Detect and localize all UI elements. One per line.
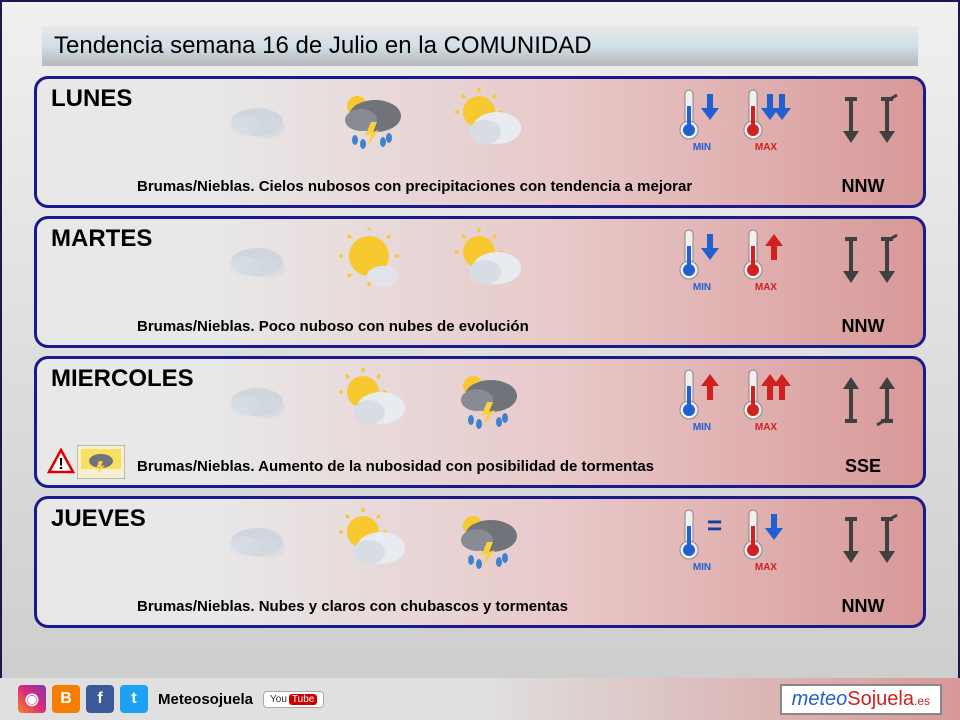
forecast-row-lunes: LUNES MIN MAX [34,76,926,208]
min-temp-icon: MIN [677,88,727,153]
min-label: MIN [693,282,711,293]
svg-text:=: = [707,510,722,540]
fog-icon [217,368,297,432]
description-row: Brumas/Nieblas. Aumento de la nubosidad … [137,456,903,477]
fog-icon [217,88,297,152]
temperature-group: MIN MAX [677,368,791,433]
forecast-description: Brumas/Nieblas. Cielos nubosos con preci… [137,178,692,195]
min-label: MIN [693,422,711,433]
forecast-description: Brumas/Nieblas. Aumento de la nubosidad … [137,458,654,475]
min-temp-icon: MIN [677,368,727,433]
temperature-group: MIN MAX [677,228,791,293]
sun-cloud-icon [333,508,413,572]
icons-row: MIN MAX [217,85,903,155]
min-label: MIN [693,142,711,153]
brand-logo: meteoSojuela.es [780,684,942,715]
youtube-icon[interactable]: YouTube [263,691,324,708]
wind-icon [835,233,903,287]
wind-direction: NNW [823,596,903,617]
footer-bar: ◉Bft Meteosojuela YouTube meteoSojuela.es [0,678,960,720]
description-row: Brumas/Nieblas. Cielos nubosos con preci… [137,176,903,197]
logo-accent: Sojuela [847,688,914,710]
wind-direction: SSE [823,456,903,477]
sun-cloud-icon [449,88,529,152]
forecast-description: Brumas/Nieblas. Nubes y claros con chuba… [137,598,568,615]
logo-main: meteo [792,688,848,710]
page-title: Tendencia semana 16 de Julio en la COMUN… [42,26,918,66]
max-label: MAX [755,422,777,433]
brand-name: Meteosojuela [158,691,253,708]
icons-row: MIN MAX [217,225,903,295]
wind-direction: NNW [823,176,903,197]
social-bar: ◉Bft Meteosojuela YouTube [18,685,324,713]
description-row: Brumas/Nieblas. Nubes y claros con chuba… [137,596,903,617]
max-temp-icon: MAX [741,88,791,153]
warning-map-icon [77,445,125,479]
facebook-icon[interactable]: f [86,685,114,713]
fog-icon [217,508,297,572]
warning-badge: ! [47,445,125,479]
sun-cloud-icon [449,228,529,292]
max-temp-icon: MAX [741,508,791,573]
wind-icon [835,513,903,567]
wind-direction: NNW [823,316,903,337]
max-label: MAX [755,562,777,573]
max-temp-icon: MAX [741,228,791,293]
wind-icon [835,93,903,147]
alert-icon: ! [47,448,75,476]
forecast-row-jueves: JUEVES = MIN MAX [34,496,926,628]
temperature-group: MIN MAX [677,88,791,153]
forecast-row-miercoles: MIERCOLES MIN MAX [34,356,926,488]
icons-row: MIN MAX [217,365,903,435]
svg-text:!: ! [58,456,63,473]
icons-row: = MIN MAX [217,505,903,575]
forecast-row-martes: MARTES MIN MAX [34,216,926,348]
twitter-icon[interactable]: t [120,685,148,713]
max-label: MAX [755,282,777,293]
forecast-table: LUNES MIN MAX [34,76,926,628]
instagram-icon[interactable]: ◉ [18,685,46,713]
temperature-group: = MIN MAX [677,508,791,573]
blogger-icon[interactable]: B [52,685,80,713]
logo-suffix: .es [914,694,930,708]
sun-small-cloud-icon [333,228,413,292]
min-temp-icon: MIN [677,228,727,293]
storm-rain-icon [333,88,413,152]
max-temp-icon: MAX [741,368,791,433]
fog-icon [217,228,297,292]
max-label: MAX [755,142,777,153]
sun-cloud-icon [333,368,413,432]
storm-rain-icon [449,508,529,572]
forecast-description: Brumas/Nieblas. Poco nuboso con nubes de… [137,318,529,335]
title-text: Tendencia semana 16 de Julio en la COMUN… [54,32,592,59]
storm-rain-icon [449,368,529,432]
min-temp-icon: = MIN [677,508,727,573]
description-row: Brumas/Nieblas. Poco nuboso con nubes de… [137,316,903,337]
min-label: MIN [693,562,711,573]
wind-icon [835,373,903,427]
